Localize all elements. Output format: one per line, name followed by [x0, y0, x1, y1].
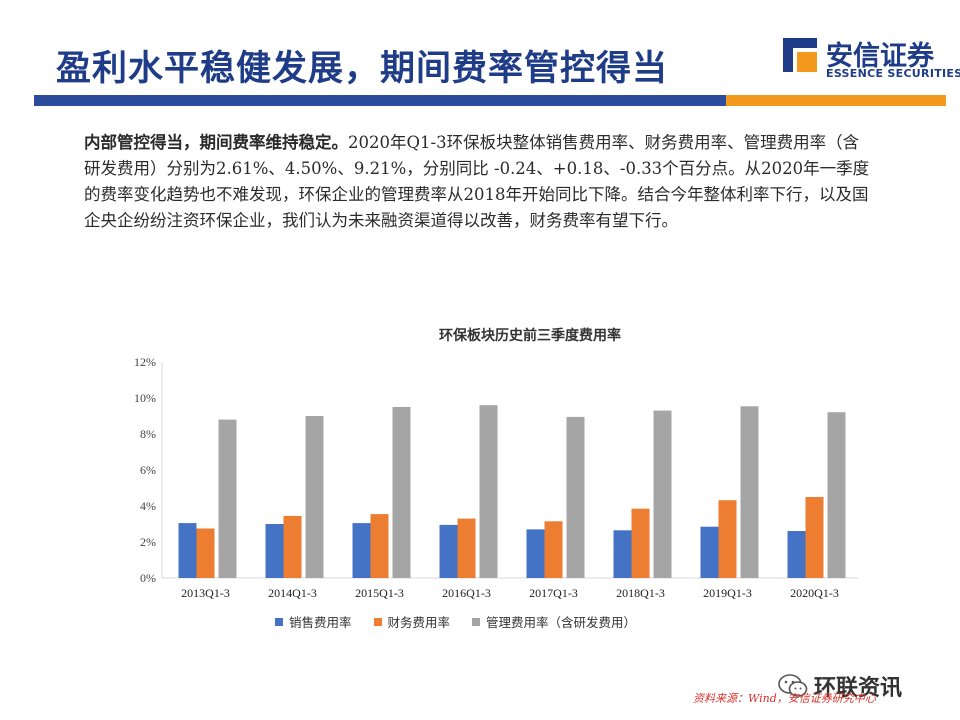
- bar-finance: [544, 521, 563, 578]
- bar-admin: [218, 419, 237, 578]
- title-underline-accent: [726, 95, 946, 106]
- x-category-label: 2015Q1-3: [355, 586, 404, 600]
- legend-swatch: [472, 617, 481, 626]
- page-title: 盈利水平稳健发展，期间费率管控得当: [56, 49, 669, 89]
- summary-text: 2020年Q1-3环保板块整体销售费用率、财务费用率、管理费用率（含研发费用）分…: [84, 133, 870, 230]
- chart-title: 环保板块历史前三季度费用率: [439, 328, 621, 344]
- bar-finance: [718, 500, 737, 578]
- bar-finance: [283, 515, 302, 578]
- y-tick-label: 2%: [140, 535, 156, 549]
- legend-swatch: [275, 617, 283, 626]
- legend-item-finance: 财务费用率: [373, 612, 451, 631]
- bar-finance: [196, 528, 215, 578]
- legend-item-selling: 销售费用率: [275, 612, 352, 631]
- bar-admin: [392, 407, 411, 578]
- y-tick-label: 0%: [140, 571, 156, 585]
- x-category-label: 2019Q1-3: [703, 586, 752, 600]
- x-category-label: 2018Q1-3: [616, 586, 665, 600]
- bar-admin: [305, 416, 324, 578]
- legend-label: 财务费用率: [387, 615, 451, 630]
- chart-legend: 销售费用率 财务费用率 管理费用率（含研发费用）: [275, 612, 636, 631]
- y-tick-label: 10%: [134, 391, 156, 405]
- brand-name-en: ESSENCE SECURITIES: [826, 67, 960, 80]
- bar-finance: [457, 518, 476, 578]
- wechat-account-name: 环联资讯: [814, 676, 903, 701]
- summary-lead: 内部管控得当，期间费率维持稳定。: [84, 133, 348, 152]
- legend-label: 管理费用率（含研发费用）: [486, 615, 637, 630]
- y-tick-label: 4%: [140, 499, 156, 513]
- data-source-note: 资料来源：Wind，安信证券研究中心: [693, 692, 876, 705]
- bar-admin: [653, 410, 672, 578]
- bar-admin: [479, 405, 498, 578]
- bar-selling: [178, 523, 197, 578]
- bar-admin: [827, 412, 846, 578]
- legend-item-admin: 管理费用率（含研发费用）: [472, 612, 636, 631]
- x-category-label: 2017Q1-3: [529, 586, 578, 600]
- wechat-watermark: 环联资讯: [778, 670, 902, 702]
- wechat-icon: [778, 674, 808, 697]
- y-tick-label: 6%: [140, 463, 156, 477]
- x-category-label: 2020Q1-3: [790, 586, 839, 600]
- title-underline: [34, 95, 726, 106]
- bar-admin: [740, 406, 759, 578]
- x-category-label: 2016Q1-3: [442, 586, 491, 600]
- legend-label: 销售费用率: [289, 615, 352, 630]
- bar-selling: [352, 523, 371, 578]
- bar-finance: [370, 514, 389, 578]
- bar-selling: [265, 524, 284, 578]
- bar-admin: [566, 416, 585, 578]
- legend-swatch: [373, 617, 382, 626]
- bar-selling: [526, 529, 545, 578]
- bar-selling: [700, 526, 719, 578]
- summary-paragraph: 内部管控得当，期间费率维持稳定。2020年Q1-3环保板块整体销售费用率、财务费…: [84, 130, 874, 234]
- x-category-label: 2014Q1-3: [268, 586, 317, 600]
- bar-finance: [805, 497, 824, 578]
- bar-selling: [439, 524, 458, 578]
- essence-logo-icon: [783, 38, 817, 72]
- bar-selling: [787, 531, 806, 578]
- y-tick-label: 8%: [140, 427, 156, 441]
- bar-finance: [631, 508, 650, 578]
- y-tick-label: 12%: [134, 355, 156, 369]
- bar-selling: [613, 530, 632, 578]
- brand-name-cn: 安信证券: [826, 41, 934, 72]
- x-category-label: 2013Q1-3: [181, 586, 230, 600]
